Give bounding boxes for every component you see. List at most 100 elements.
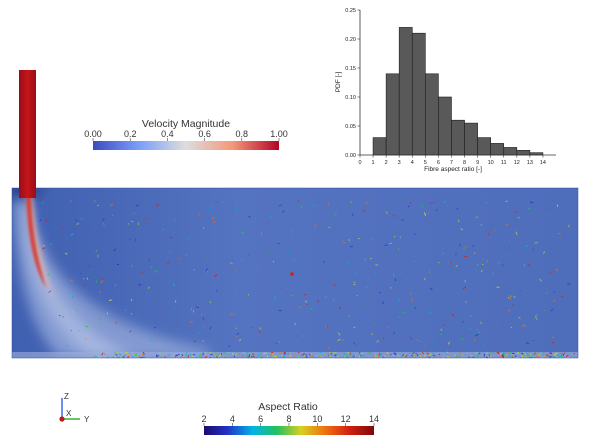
- deposited-fibre: [478, 352, 481, 355]
- velocity-tick-label: 1.00: [270, 129, 288, 139]
- fibre-particle: [376, 340, 380, 343]
- deposited-fibre: [98, 356, 101, 358]
- histogram-bar: [372, 137, 387, 156]
- aspect-ratio-histogram: 0.000.050.100.150.200.25 0 1 2 3 4 5 6 7 8 9 10 11 1…: [335, 8, 556, 173]
- fibre-particle: [509, 295, 512, 298]
- deposited-fibre: [283, 351, 287, 355]
- fibre-particle: [131, 220, 133, 223]
- deposited-fibre: [271, 354, 274, 357]
- fibre-particle: [42, 247, 45, 250]
- jet-plume-warm: [27, 195, 55, 300]
- fibre-particle: [546, 292, 548, 294]
- velocity-legend-title: Velocity Magnitude: [142, 118, 230, 130]
- deposited-fibre: [471, 356, 475, 358]
- fibre-particle: [447, 341, 451, 345]
- fibre-particle: [304, 300, 308, 303]
- fibre-particle: [39, 219, 42, 222]
- fibre-particle: [553, 299, 556, 302]
- histogram-xtick-label: 6: [437, 160, 440, 166]
- deposited-fibre: [354, 354, 357, 358]
- fibre-particle: [287, 252, 290, 254]
- fibre-particle: [476, 264, 479, 266]
- aspect-ticks: 2 4 6 8 10 12 14: [201, 414, 379, 426]
- fibre-particle: [85, 337, 87, 340]
- deposited-fibre: [346, 356, 350, 358]
- fibre-particle: [423, 212, 427, 216]
- fibre-particle: [457, 219, 460, 223]
- fibre-particle: [535, 315, 537, 317]
- fibre-particle: [127, 223, 130, 225]
- aspect-tick-label: 8: [286, 414, 291, 424]
- fibre-particle: [100, 280, 104, 284]
- fibre-particle: [150, 265, 153, 269]
- deposited-fibre: [262, 352, 266, 355]
- fibre-particle: [397, 248, 400, 250]
- fibre-particle: [339, 306, 342, 310]
- fibre-particle: [64, 252, 68, 255]
- deposited-fibre: [476, 356, 479, 358]
- fibre-particle: [497, 261, 501, 265]
- fibre-particle: [413, 260, 415, 263]
- deposited-fibre: [503, 352, 507, 355]
- deposited-fibre: [542, 351, 545, 354]
- histogram-ytick-label: 0.10: [345, 95, 356, 101]
- aspect-legend: Aspect Ratio 2 4 6 8 10 12 14: [201, 401, 379, 435]
- deposited-fibre: [320, 355, 323, 358]
- histogram-xtick-label: 1: [372, 160, 375, 166]
- deposited-fibre: [432, 354, 435, 357]
- deposited-fibre: [486, 356, 489, 358]
- deposited-fibre: [235, 353, 238, 356]
- fibre-particle: [421, 205, 424, 208]
- fibre-particle: [327, 202, 330, 206]
- deposited-fibre: [329, 352, 332, 354]
- histogram-xtick-label: 0: [358, 160, 361, 166]
- fibre-particle: [355, 271, 358, 274]
- x-axis-label: X: [66, 409, 72, 418]
- fibre-particle: [200, 313, 203, 316]
- deposited-fibre: [545, 354, 549, 357]
- deposited-fibre: [166, 356, 168, 358]
- fibre-particle: [428, 270, 431, 274]
- deposited-fibre: [101, 352, 104, 356]
- deposited-fibre: [227, 351, 231, 354]
- fibre-particle: [349, 245, 354, 248]
- inlet-pipe: [19, 70, 36, 198]
- deposited-fibre: [342, 355, 345, 358]
- fibre-particle: [456, 207, 459, 210]
- deposited-fibre: [257, 355, 260, 358]
- fibre-particle: [326, 326, 329, 329]
- fibre-particle: [462, 320, 465, 323]
- deposited-fibre: [359, 354, 362, 357]
- deposited-fibre: [218, 354, 221, 357]
- fibre-particle: [88, 265, 91, 268]
- deposited-fibre: [499, 353, 503, 355]
- deposited-fibre: [172, 354, 175, 357]
- fibre-particle: [534, 242, 539, 244]
- fibre-particle: [297, 199, 300, 203]
- aspect-tick-label: 12: [341, 414, 351, 424]
- deposited-fibre: [210, 353, 213, 356]
- fibre-particle: [521, 324, 525, 328]
- fibre-particle: [306, 303, 309, 306]
- fibre-particle: [550, 308, 554, 312]
- deposited-fibre: [409, 351, 411, 354]
- deposited-fibre: [358, 355, 361, 358]
- deposited-fibre: [127, 355, 129, 358]
- fibre-particle: [102, 218, 105, 221]
- fibre-particle: [409, 202, 412, 204]
- deposited-fibre: [431, 351, 435, 354]
- fibre-particle: [314, 224, 317, 228]
- histogram-ytick-label: 0.00: [345, 153, 356, 159]
- fibre-particle: [83, 277, 85, 280]
- deposited-fibre: [471, 355, 473, 357]
- deposited-fibre: [270, 351, 274, 354]
- deposited-fibre: [543, 355, 546, 357]
- deposited-fibre: [446, 351, 449, 354]
- fibre-particle: [536, 313, 539, 317]
- fibre-particle: [442, 252, 444, 255]
- histogram-xtick-label: 14: [540, 160, 546, 166]
- fibre-particle: [156, 203, 159, 207]
- deposited-fibre: [562, 353, 565, 357]
- fibre-particle: [209, 206, 212, 210]
- fibre-particle: [250, 305, 252, 307]
